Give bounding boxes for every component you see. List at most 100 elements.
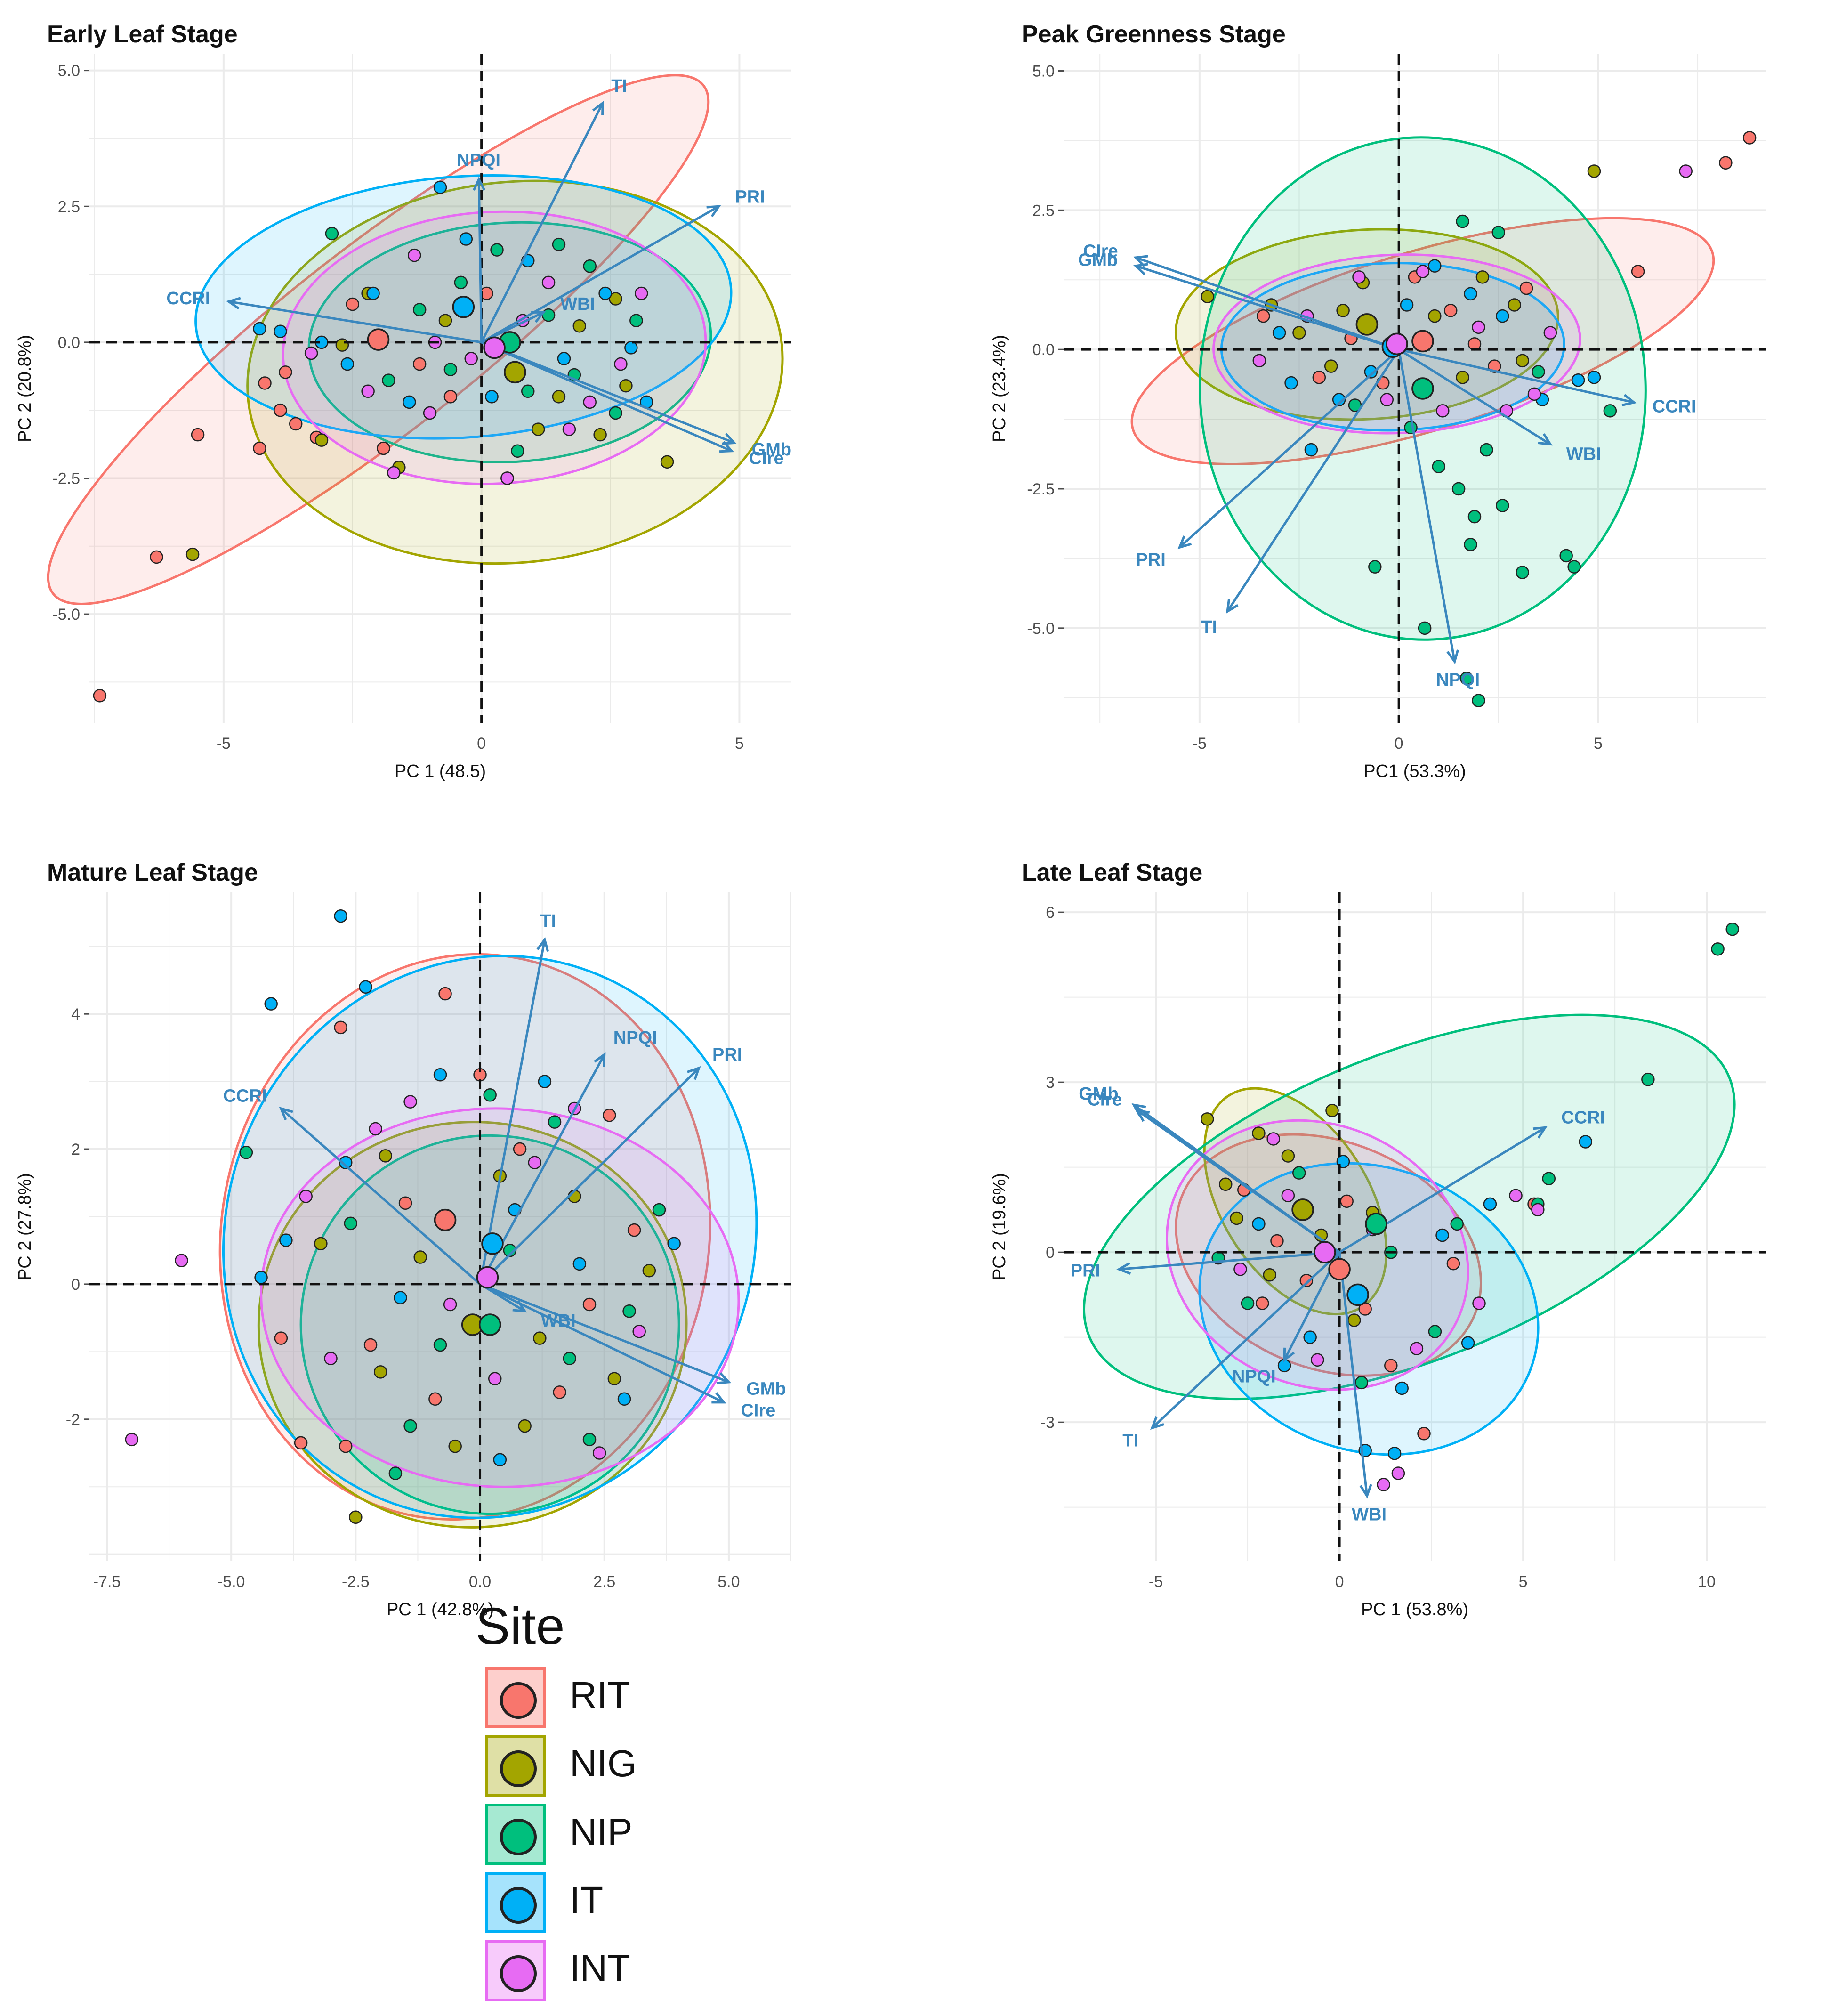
x-axis-label: PC 1 (48.5) bbox=[395, 761, 486, 781]
point-it bbox=[493, 1453, 507, 1467]
point-it bbox=[253, 322, 266, 336]
loading-label-npqi: NPQI bbox=[613, 1028, 657, 1048]
point-rit bbox=[93, 689, 107, 703]
centroid-nig bbox=[504, 361, 526, 384]
point-int bbox=[407, 248, 421, 262]
point-nip bbox=[344, 1216, 358, 1231]
point-int bbox=[1509, 1189, 1523, 1203]
legend-item-nig: NIG bbox=[485, 1735, 711, 1797]
point-rit bbox=[1417, 1426, 1431, 1441]
loading-label-gmb: GMb bbox=[746, 1379, 786, 1399]
point-int bbox=[1543, 326, 1557, 340]
centroid-rit bbox=[367, 328, 390, 351]
loading-arrow-ccri bbox=[228, 300, 482, 344]
pca-panel-peak-greenness: Peak Greenness Stage -5 0 5 5.0 2.5 0.0 -2.5 -5.… bbox=[975, 0, 1813, 829]
point-int bbox=[1233, 1263, 1247, 1276]
point-nig bbox=[1263, 1268, 1277, 1282]
point-nig bbox=[314, 1237, 328, 1251]
point-int bbox=[583, 395, 597, 409]
point-nip bbox=[1418, 621, 1432, 635]
centroid-int bbox=[483, 336, 506, 359]
loading-label-ccri: CCRI bbox=[223, 1086, 267, 1106]
y-axis-label: PC 2 (19.6%) bbox=[990, 1173, 1009, 1280]
point-int bbox=[361, 384, 375, 398]
point-int bbox=[1311, 1353, 1324, 1367]
y-tick-label: 2.5 bbox=[58, 198, 80, 216]
point-nip bbox=[454, 275, 468, 290]
point-nig bbox=[572, 319, 587, 333]
loading-arrowhead-wbi bbox=[1359, 1484, 1372, 1499]
y-tick-label: 6 bbox=[1046, 904, 1055, 922]
point-nig bbox=[1508, 298, 1521, 312]
y-tick-label: 0 bbox=[71, 1276, 80, 1294]
point-int bbox=[443, 1297, 457, 1312]
point-nip bbox=[1450, 1217, 1464, 1231]
loading-label-ccri: CCRI bbox=[1561, 1108, 1605, 1128]
chart-title: Early Leaf Stage bbox=[47, 21, 238, 48]
loading-label-npqi: NPQI bbox=[1232, 1367, 1276, 1386]
loading-arrow-cire bbox=[1135, 256, 1399, 351]
point-int bbox=[304, 346, 318, 360]
loading-arrow-pri bbox=[1119, 1251, 1340, 1271]
legend-dot-it bbox=[500, 1887, 537, 1924]
point-it bbox=[557, 352, 571, 365]
x-tick-label: 0 bbox=[477, 735, 486, 753]
x-tick-label: -5 bbox=[1149, 1573, 1163, 1591]
x-tick-label: -2.5 bbox=[342, 1573, 370, 1591]
point-nig bbox=[619, 379, 633, 393]
point-nip bbox=[239, 1145, 253, 1159]
point-int bbox=[1391, 1466, 1405, 1480]
point-it bbox=[279, 1233, 293, 1247]
loading-label-pri: PRI bbox=[1071, 1261, 1100, 1280]
y-tick-label: -2 bbox=[66, 1411, 80, 1429]
point-nig bbox=[1252, 1126, 1266, 1140]
legend-dot-nip bbox=[500, 1819, 537, 1855]
legend-label-rit: RIT bbox=[570, 1674, 630, 1716]
point-int bbox=[464, 352, 478, 365]
y-tick-label: 4 bbox=[71, 1005, 80, 1023]
point-rit bbox=[513, 1142, 527, 1156]
point-nip bbox=[1451, 482, 1466, 496]
point-nip bbox=[609, 406, 622, 420]
point-it bbox=[572, 1257, 587, 1271]
point-nip bbox=[1432, 460, 1446, 473]
point-rit bbox=[1631, 265, 1645, 278]
y-tick-label: 0 bbox=[1046, 1244, 1055, 1262]
loading-label-ti: TI bbox=[540, 911, 556, 931]
loading-arrowhead-cire bbox=[1133, 255, 1148, 267]
point-int bbox=[1352, 270, 1366, 284]
point-rit bbox=[443, 390, 458, 404]
point-nip bbox=[1480, 443, 1493, 457]
loading-arrow-cire bbox=[479, 1283, 725, 1404]
point-nip bbox=[1559, 549, 1573, 563]
point-nig bbox=[1587, 164, 1601, 178]
loading-label-wbi: WBI bbox=[560, 294, 595, 314]
site-centroids bbox=[434, 1208, 504, 1336]
loading-arrow-ti bbox=[1226, 348, 1400, 612]
point-it bbox=[1304, 443, 1318, 457]
point-it bbox=[1571, 373, 1585, 387]
point-nig bbox=[185, 547, 200, 561]
chart-title: Mature Leaf Stage bbox=[47, 859, 258, 886]
point-nip bbox=[511, 444, 524, 458]
point-int bbox=[528, 1156, 542, 1169]
point-it bbox=[254, 1271, 268, 1284]
grid bbox=[89, 892, 791, 1561]
loading-label-gmb: GMb bbox=[1079, 1084, 1118, 1104]
point-it bbox=[1435, 1228, 1449, 1242]
point-nig bbox=[1324, 359, 1338, 373]
legend-label-int: INT bbox=[570, 1947, 630, 1989]
point-int bbox=[1266, 1132, 1280, 1146]
point-nig bbox=[531, 422, 545, 436]
y-tick-label: 2 bbox=[71, 1141, 80, 1158]
point-nig bbox=[314, 433, 329, 447]
centroid-nip bbox=[478, 1313, 501, 1336]
legend-key-rit bbox=[485, 1667, 546, 1728]
site-centroids bbox=[1355, 313, 1434, 400]
point-rit bbox=[398, 1196, 412, 1210]
point-nig bbox=[1456, 371, 1469, 384]
point-nip bbox=[622, 1304, 636, 1318]
pca-panel-late-leaf: Late Leaf Stage -5 0 5 10 6 3 0 -3 PC 1 (53.8%) PC… bbox=[975, 838, 1813, 1667]
point-nig bbox=[593, 428, 607, 442]
loading-arrowhead-pri bbox=[1116, 1262, 1131, 1275]
